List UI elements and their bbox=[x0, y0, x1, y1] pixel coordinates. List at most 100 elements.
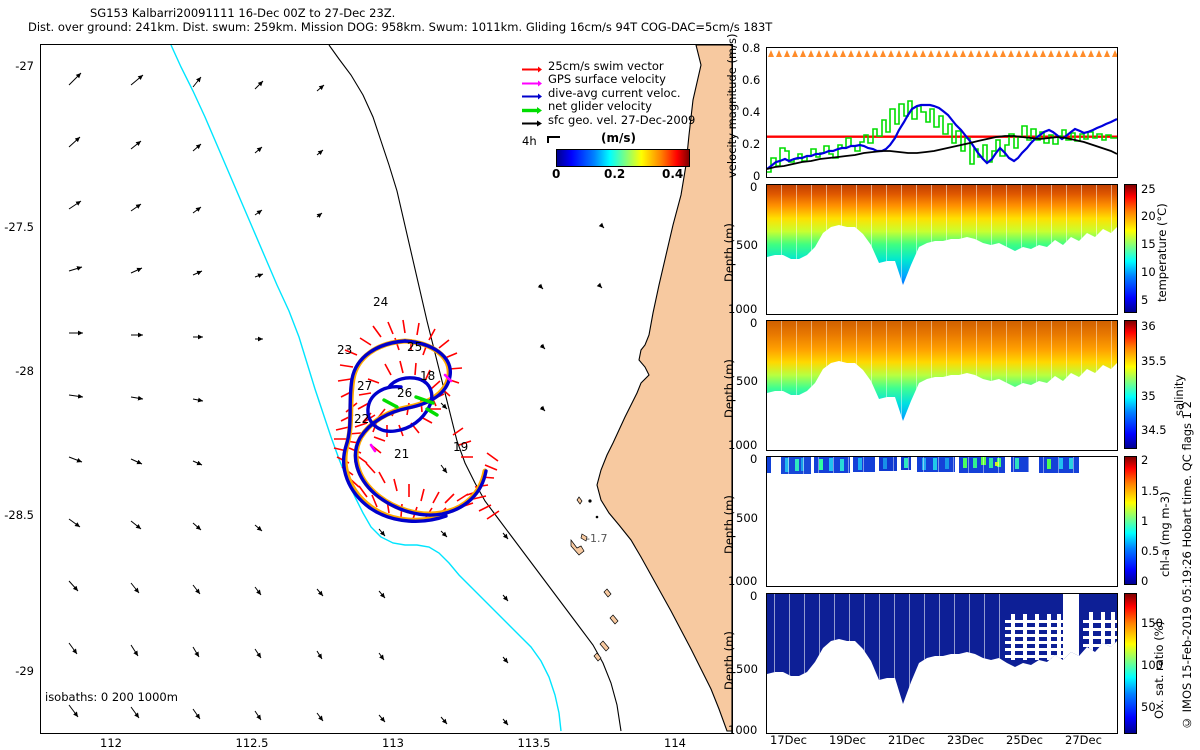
velocity-dive-markers bbox=[768, 50, 1117, 57]
chlorophyll-cb-tick-0: 0 bbox=[1141, 574, 1149, 588]
salinity-section-panel[interactable] bbox=[766, 320, 1118, 451]
svg-text:18: 18 bbox=[420, 369, 435, 383]
svg-text:26: 26 bbox=[397, 386, 412, 400]
chlorophyll-ytick-2: 1000 bbox=[728, 574, 758, 588]
net-velocity-segments bbox=[382, 395, 439, 417]
legend-label-net-glider-velocity: net glider velocity bbox=[548, 99, 652, 114]
legend-marker-sfc-geo-velocity bbox=[521, 114, 543, 127]
glider-track bbox=[341, 339, 488, 523]
xaxis-tick-27dec: 27Dec bbox=[1065, 733, 1102, 747]
oxygen-cb-tick-150: 150 bbox=[1141, 616, 1163, 630]
svg-text:23: 23 bbox=[337, 343, 352, 357]
legend-label-sfc-geo-velocity: sfc geo. vel. 27-Dec-2009 bbox=[548, 112, 696, 127]
isobath-200m bbox=[170, 45, 562, 732]
salinity-ytick-0: 0 bbox=[750, 316, 758, 330]
isobath-1000m bbox=[328, 45, 622, 732]
page-title-line-2: Dist. over ground: 241km. Dist. swum: 25… bbox=[28, 20, 773, 34]
legend-marker-net-glider-velocity bbox=[521, 101, 543, 114]
map-colorbar bbox=[556, 149, 690, 167]
temperature-section-panel[interactable] bbox=[766, 184, 1118, 315]
svg-text:19: 19 bbox=[453, 440, 468, 454]
map-lon-tick-4: 114 bbox=[664, 736, 686, 750]
dive-number-labels: 24 25 23 27 26 18 22 19 21 bbox=[337, 295, 468, 461]
salinity-cb-tick-35: 35 bbox=[1141, 389, 1156, 403]
temperature-colorbar-ticks: 5 10 15 20 25 bbox=[1124, 182, 1184, 313]
swim-vectors bbox=[333, 319, 500, 520]
copyright-attribution: © IMOS 15-Feb-2019 05:19:26 Hobart time.… bbox=[1180, 401, 1194, 730]
oxygen-heatmap bbox=[767, 594, 1117, 704]
map-lat-tick-4: -29 bbox=[15, 664, 34, 678]
svg-text:27: 27 bbox=[357, 379, 372, 393]
map-lon-tick-2: 113 bbox=[382, 736, 404, 750]
xaxis-tick-19dec: 19Dec bbox=[829, 733, 866, 747]
legend-item-dive-avg-current: dive-avg current veloc. bbox=[521, 86, 695, 100]
sfc-geo-velocity-trace bbox=[767, 135, 1117, 170]
xaxis-tick-23dec: 23Dec bbox=[947, 733, 984, 747]
temperature-colorbar-label: temperature (°C) bbox=[1155, 203, 1169, 302]
map-lat-tick-1: -27.5 bbox=[4, 220, 34, 234]
xaxis-tick-25dec: 25Dec bbox=[1006, 733, 1043, 747]
dive-avg-current-trace bbox=[767, 103, 1117, 170]
temperature-cb-tick-15: 15 bbox=[1141, 237, 1156, 251]
velocity-ytick-2: 0.4 bbox=[742, 105, 761, 119]
velocity-plot bbox=[767, 100, 1117, 173]
legend-marker-dive-avg-current bbox=[521, 87, 543, 100]
salinity-ylabel: Depth (m) bbox=[722, 359, 736, 418]
svg-text:24: 24 bbox=[373, 295, 388, 309]
oxygen-section-panel[interactable] bbox=[766, 593, 1118, 734]
velocity-ytick-1: 0.2 bbox=[742, 137, 761, 151]
temperature-colorbar bbox=[1124, 184, 1137, 313]
xaxis-tick-17dec: 17Dec bbox=[770, 733, 807, 747]
temperature-ytick-0: 0 bbox=[750, 180, 758, 194]
map-colorbar-tick-2: 0.4 bbox=[662, 167, 684, 181]
chlorophyll-cb-tick-1: 1 bbox=[1141, 514, 1149, 528]
oxygen-ytick-1: 500 bbox=[736, 662, 758, 676]
chl-dive-columns bbox=[767, 457, 1079, 474]
chlorophyll-colorbar-label: chl-a (mg m-3) bbox=[1158, 491, 1172, 577]
chlorophyll-ytick-0: 0 bbox=[750, 452, 758, 466]
gps-surface-velocity bbox=[369, 373, 453, 453]
map-canvas: 24 25 23 27 26 18 22 19 21 -1.7 bbox=[68, 45, 732, 732]
map-panel[interactable]: 24 25 23 27 26 18 22 19 21 -1.7 25cm/s s… bbox=[40, 44, 733, 734]
chlorophyll-ylabel: Depth (m) bbox=[722, 495, 736, 554]
salinity-colorbar bbox=[1124, 320, 1137, 449]
map-colorbar-unit: (m/s) bbox=[601, 131, 636, 145]
page-title-line-1: SG153 Kalbarri20091111 16-Dec 00Z to 27-… bbox=[90, 6, 396, 20]
oxygen-colorbar-label: Ox. sat. ratio (%) bbox=[1152, 620, 1166, 719]
salinity-cb-tick-355: 35.5 bbox=[1141, 354, 1167, 368]
legend-label-dive-avg-current: dive-avg current veloc. bbox=[548, 85, 681, 100]
salinity-cb-tick-36: 36 bbox=[1141, 319, 1156, 333]
offshore-islands bbox=[570, 496, 619, 662]
salinity-cb-tick-345: 34.5 bbox=[1141, 423, 1167, 437]
temperature-ytick-1: 500 bbox=[736, 238, 758, 252]
net-glider-velocity-trace bbox=[767, 100, 1117, 173]
salinity-colorbar-ticks: 34.5 35 35.5 36 bbox=[1124, 319, 1184, 449]
oxygen-ylabel: Depth (m) bbox=[722, 631, 736, 690]
oxygen-ytick-2: 1000 bbox=[728, 723, 758, 737]
oxygen-ytick-0: 0 bbox=[750, 589, 758, 603]
temperature-cb-tick-25: 25 bbox=[1141, 182, 1156, 196]
chlorophyll-colorbar bbox=[1124, 456, 1137, 585]
isobaths-label: isobaths: 0 200 1000m bbox=[45, 690, 178, 704]
temperature-ytick-2: 1000 bbox=[728, 302, 758, 316]
oxygen-colorbar bbox=[1124, 593, 1137, 734]
velocity-magnitude-panel[interactable] bbox=[766, 47, 1118, 178]
salinity-heatmap bbox=[767, 321, 1117, 421]
velocity-ytick-0: 0 bbox=[753, 169, 761, 183]
legend-item-sfc-geo-velocity: sfc geo. vel. 27-Dec-2009 bbox=[521, 113, 695, 127]
velocity-ytick-3: 0.6 bbox=[742, 73, 761, 87]
chlorophyll-section-panel[interactable] bbox=[766, 456, 1118, 587]
chlorophyll-colorbar-ticks: 0 0.5 1 1.5 2 bbox=[1124, 453, 1184, 588]
oxygen-cb-tick-100: 100 bbox=[1141, 658, 1163, 672]
geostrophic-quiver-field bbox=[68, 72, 605, 726]
temperature-heatmap bbox=[767, 185, 1117, 285]
legend-item-gps-surface-velocity: GPS surface velocity bbox=[521, 72, 695, 87]
chlorophyll-cb-tick-05: 0.5 bbox=[1141, 544, 1160, 558]
legend-item-net-glider-velocity: net glider velocity bbox=[521, 99, 695, 114]
velocity-ylabel: velocity magnitude (m/s) bbox=[725, 33, 739, 178]
chlorophyll-cb-tick-2: 2 bbox=[1141, 453, 1149, 467]
salinity-ytick-1: 500 bbox=[736, 374, 758, 388]
legend-label-gps-surface-velocity: GPS surface velocity bbox=[548, 72, 666, 87]
map-lat-tick-2: -28 bbox=[15, 364, 34, 378]
svg-text:25: 25 bbox=[407, 340, 422, 354]
